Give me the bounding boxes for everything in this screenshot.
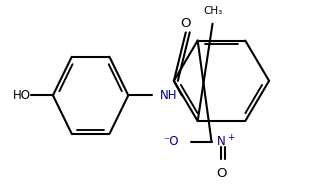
Text: N: N [217,135,226,148]
Text: ⁻O: ⁻O [163,135,179,148]
Text: O: O [216,167,227,180]
Text: NH: NH [160,89,178,102]
Text: O: O [180,17,191,30]
Text: +: + [227,132,235,141]
Text: HO: HO [13,89,31,102]
Text: CH₃: CH₃ [203,6,222,16]
